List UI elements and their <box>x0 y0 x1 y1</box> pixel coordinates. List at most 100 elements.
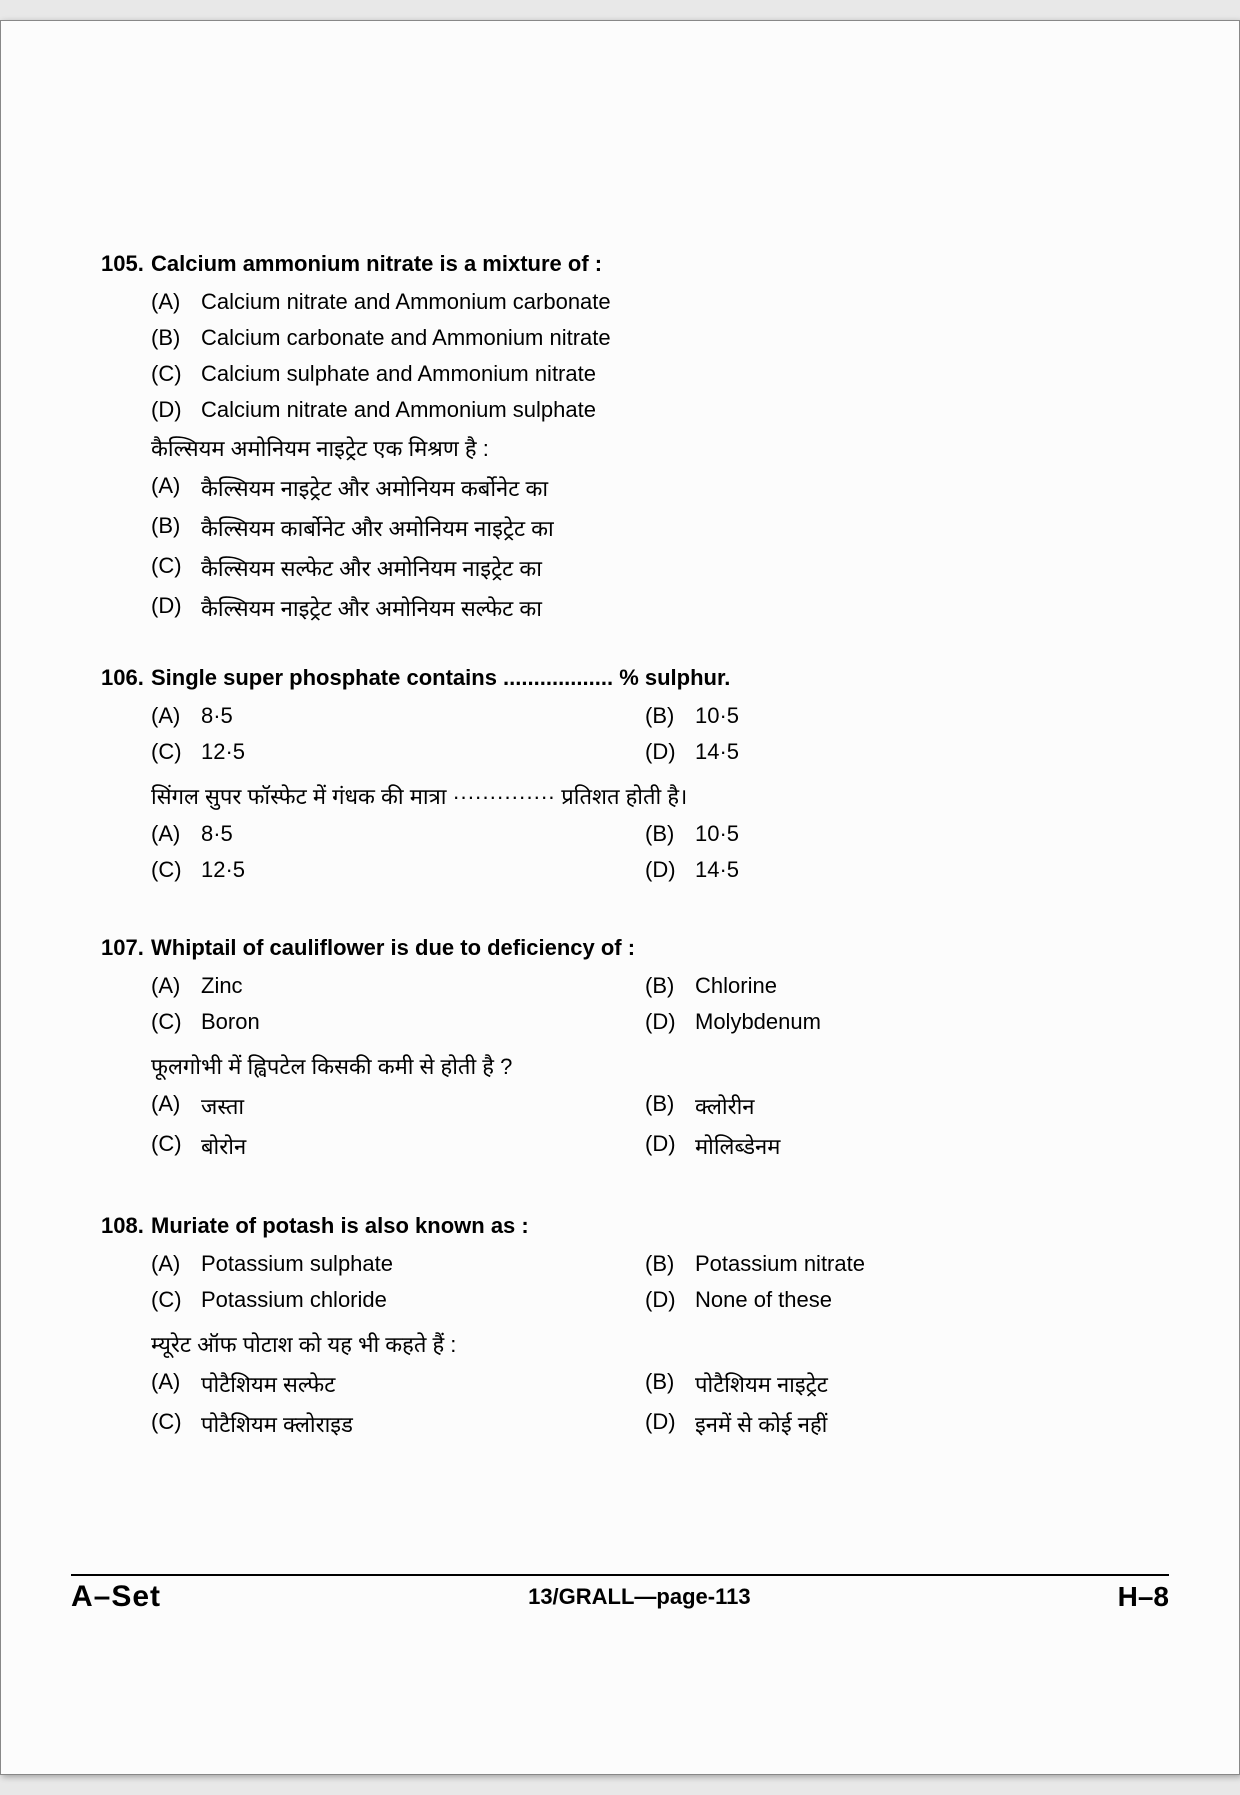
question-text-en: Muriate of potash is also known as : <box>151 1213 1139 1239</box>
option-row: (D) मोलिब्डेनम <box>645 1131 1139 1161</box>
option-text: 10·5 <box>695 703 1139 729</box>
option-row: (B) Calcium carbonate and Ammonium nitra… <box>101 325 1139 351</box>
option-label: (A) <box>151 1091 201 1121</box>
option-text: 8·5 <box>201 703 645 729</box>
option-row: (A) पोटैशियम सल्फेट <box>151 1369 645 1399</box>
option-row: (C) कैल्सियम सल्फेट और अमोनियम नाइट्रेट … <box>101 553 1139 583</box>
option-label: (D) <box>645 1409 695 1439</box>
option-text: 8·5 <box>201 821 645 847</box>
exam-page: 105. Calcium ammonium nitrate is a mixtu… <box>0 20 1240 1775</box>
option-row: (B) 10·5 <box>645 821 1139 847</box>
option-text: कैल्सियम सल्फेट और अमोनियम नाइट्रेट का <box>201 553 1139 583</box>
option-label: (C) <box>151 857 201 883</box>
option-row: (C) 12·5 <box>151 857 645 883</box>
question-108: 108. Muriate of potash is also known as … <box>101 1213 1139 1449</box>
footer-left: A–Set <box>71 1580 161 1614</box>
option-row: (C) Calcium sulphate and Ammonium nitrat… <box>101 361 1139 387</box>
option-row: (D) 14·5 <box>645 739 1139 765</box>
question-text-hi: म्यूरेट ऑफ पोटाश को यह भी कहते हैं : <box>101 1329 1139 1359</box>
question-number: 108. <box>101 1213 151 1239</box>
question-header: 108. Muriate of potash is also known as … <box>101 1213 1139 1239</box>
question-106: 106. Single super phosphate contains ...… <box>101 665 1139 893</box>
option-text: 14·5 <box>695 739 1139 765</box>
option-label: (D) <box>645 857 695 883</box>
option-label: (C) <box>151 739 201 765</box>
option-row: (D) None of these <box>645 1287 1139 1313</box>
question-header: 107. Whiptail of cauliflower is due to d… <box>101 935 1139 961</box>
option-text: कैल्सियम कार्बोनेट और अमोनियम नाइट्रेट क… <box>201 513 1139 543</box>
option-label: (C) <box>151 1131 201 1161</box>
option-label: (C) <box>151 361 201 387</box>
option-label: (C) <box>151 1287 201 1313</box>
option-label: (D) <box>151 397 201 423</box>
page-footer: A–Set 13/GRALL—page-113 H–8 <box>71 1574 1169 1614</box>
option-text: Boron <box>201 1009 645 1035</box>
question-105: 105. Calcium ammonium nitrate is a mixtu… <box>101 251 1139 623</box>
option-text: Calcium nitrate and Ammonium sulphate <box>201 397 1139 423</box>
option-label: (C) <box>151 553 201 583</box>
option-row: (A) 8·5 <box>151 821 645 847</box>
option-row: (A) Calcium nitrate and Ammonium carbona… <box>101 289 1139 315</box>
option-text: Zinc <box>201 973 645 999</box>
option-label: (D) <box>645 1009 695 1035</box>
option-text: 10·5 <box>695 821 1139 847</box>
question-number: 107. <box>101 935 151 961</box>
option-label: (B) <box>645 703 695 729</box>
option-row: (B) 10·5 <box>645 703 1139 729</box>
option-text: इनमें से कोई नहीं <box>695 1409 1139 1439</box>
option-row: (B) Chlorine <box>645 973 1139 999</box>
question-header: 105. Calcium ammonium nitrate is a mixtu… <box>101 251 1139 277</box>
question-header: 106. Single super phosphate contains ...… <box>101 665 1139 691</box>
option-label: (D) <box>645 739 695 765</box>
option-row: (D) इनमें से कोई नहीं <box>645 1409 1139 1439</box>
option-label: (A) <box>151 1251 201 1277</box>
option-text: बोरोन <box>201 1131 645 1161</box>
option-text: जस्ता <box>201 1091 645 1121</box>
option-row: (D) Molybdenum <box>645 1009 1139 1035</box>
option-row: (C) पोटैशियम क्लोराइड <box>151 1409 645 1439</box>
option-text: Potassium nitrate <box>695 1251 1139 1277</box>
option-text: Potassium sulphate <box>201 1251 645 1277</box>
option-label: (A) <box>151 1369 201 1399</box>
option-text: Potassium chloride <box>201 1287 645 1313</box>
option-row: (B) कैल्सियम कार्बोनेट और अमोनियम नाइट्र… <box>101 513 1139 543</box>
footer-center: 13/GRALL—page-113 <box>528 1584 751 1610</box>
option-row: (A) Potassium sulphate <box>151 1251 645 1277</box>
option-row: (D) कैल्सियम नाइट्रेट और अमोनियम सल्फेट … <box>101 593 1139 623</box>
option-row: (A) 8·5 <box>151 703 645 729</box>
option-label: (D) <box>151 593 201 623</box>
option-label: (D) <box>645 1287 695 1313</box>
option-text: 12·5 <box>201 739 645 765</box>
option-label: (B) <box>645 1251 695 1277</box>
option-text: 14·5 <box>695 857 1139 883</box>
option-text: Chlorine <box>695 973 1139 999</box>
option-label: (A) <box>151 473 201 503</box>
option-text: कैल्सियम नाइट्रेट और अमोनियम कर्बोनेट का <box>201 473 1139 503</box>
option-row: (C) Boron <box>151 1009 645 1035</box>
option-label: (A) <box>151 973 201 999</box>
option-text: Calcium carbonate and Ammonium nitrate <box>201 325 1139 351</box>
question-text-hi: कैल्सियम अमोनियम नाइट्रेट एक मिश्रण है : <box>101 433 1139 463</box>
footer-right: H–8 <box>1118 1581 1169 1613</box>
option-label: (B) <box>645 821 695 847</box>
option-label: (C) <box>151 1409 201 1439</box>
option-row: (C) Potassium chloride <box>151 1287 645 1313</box>
option-row: (D) Calcium nitrate and Ammonium sulphat… <box>101 397 1139 423</box>
option-label: (B) <box>151 513 201 543</box>
option-label: (B) <box>151 325 201 351</box>
option-row: (D) 14·5 <box>645 857 1139 883</box>
option-label: (D) <box>645 1131 695 1161</box>
option-text: कैल्सियम नाइट्रेट और अमोनियम सल्फेट का <box>201 593 1139 623</box>
option-text: Calcium nitrate and Ammonium carbonate <box>201 289 1139 315</box>
option-label: (A) <box>151 821 201 847</box>
question-text-hi: फूलगोभी में ह्विपटेल किसकी कमी से होती ह… <box>101 1051 1139 1081</box>
option-text: पोटैशियम नाइट्रेट <box>695 1369 1139 1399</box>
option-row: (B) पोटैशियम नाइट्रेट <box>645 1369 1139 1399</box>
option-row: (C) बोरोन <box>151 1131 645 1161</box>
option-text: मोलिब्डेनम <box>695 1131 1139 1161</box>
option-row: (C) 12·5 <box>151 739 645 765</box>
question-107: 107. Whiptail of cauliflower is due to d… <box>101 935 1139 1171</box>
option-row: (B) Potassium nitrate <box>645 1251 1139 1277</box>
option-text: None of these <box>695 1287 1139 1313</box>
question-number: 106. <box>101 665 151 691</box>
